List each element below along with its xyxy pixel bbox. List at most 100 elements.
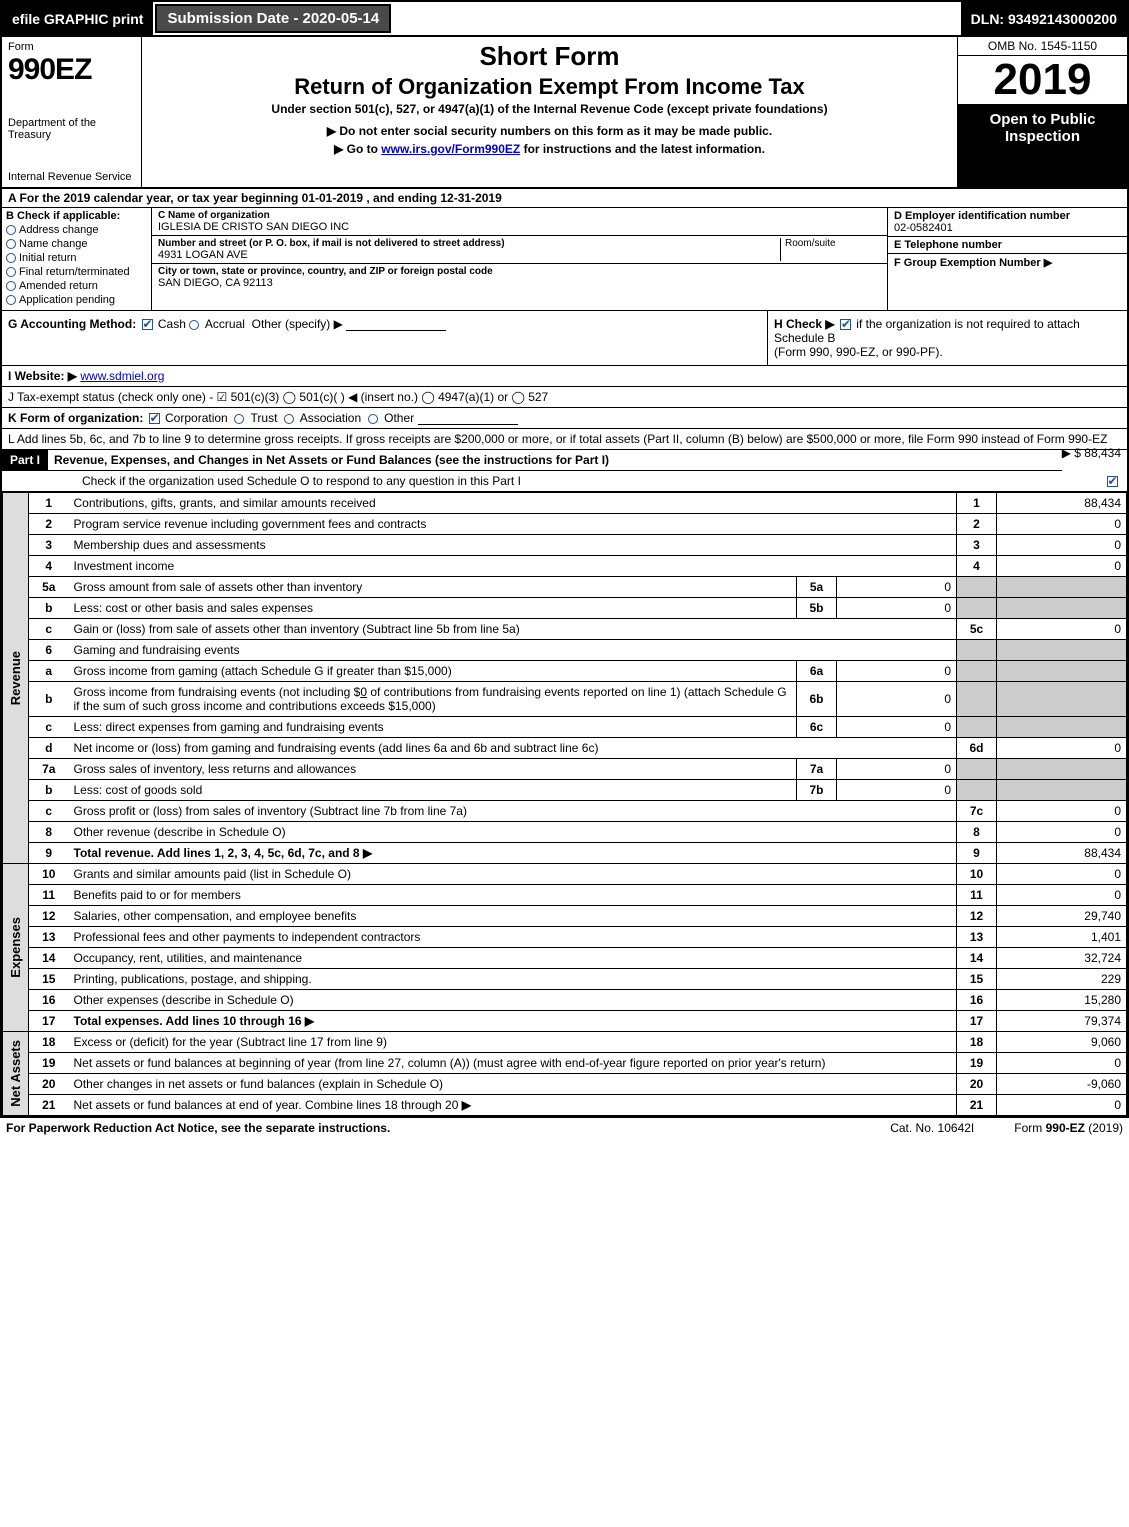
l14-col: 14 — [957, 948, 997, 969]
room-suite-lbl: Room/suite — [781, 238, 881, 261]
city-row: City or town, state or province, country… — [152, 264, 887, 291]
chk-application-pending[interactable]: Application pending — [6, 294, 147, 306]
l9-col: 9 — [957, 843, 997, 864]
l-text: L Add lines 5b, 6c, and 7b to line 9 to … — [8, 432, 1107, 446]
l7c-col: 7c — [957, 801, 997, 822]
part1-header-row: Part I Revenue, Expenses, and Changes in… — [2, 450, 1062, 471]
l5b-sv: 0 — [837, 598, 957, 619]
k-corp: Corporation — [165, 411, 228, 425]
entity-block: B Check if applicable: Address change Na… — [2, 208, 1127, 311]
chk-corp[interactable] — [149, 413, 160, 424]
chk-cash[interactable] — [142, 319, 153, 330]
l6a-desc: Gross income from gaming (attach Schedul… — [74, 664, 452, 678]
l5b-grey — [957, 598, 997, 619]
footer-center: Cat. No. 10642I — [850, 1121, 1014, 1135]
website-link[interactable]: www.sdmiel.org — [80, 369, 164, 383]
g-cash: Cash — [158, 317, 186, 331]
form-page: efile GRAPHIC print Submission Date - 20… — [0, 0, 1129, 1118]
l5b-num: b — [29, 598, 69, 619]
l15-col: 15 — [957, 969, 997, 990]
l6a-sn: 6a — [797, 661, 837, 682]
l7a-desc: Gross sales of inventory, less returns a… — [74, 762, 357, 776]
l12-val: 29,740 — [997, 906, 1127, 927]
part1-table: Revenue 1 Contributions, gifts, grants, … — [2, 492, 1127, 1116]
l21-val: 0 — [997, 1095, 1127, 1116]
l7b-grey — [957, 780, 997, 801]
chk-address-change[interactable]: Address change — [6, 224, 147, 236]
submission-date: Submission Date - 2020-05-14 — [155, 4, 391, 33]
chk-part1-scho[interactable] — [1107, 476, 1118, 487]
l5c-col: 5c — [957, 619, 997, 640]
l7a-num: 7a — [29, 759, 69, 780]
l9-num: 9 — [29, 843, 69, 864]
chk-other-org[interactable] — [368, 414, 378, 424]
l6b-d1b: 0 — [360, 685, 367, 699]
l8-num: 8 — [29, 822, 69, 843]
l13-num: 13 — [29, 927, 69, 948]
l17-desc: Total expenses. Add lines 10 through 16 — [74, 1014, 302, 1028]
l10-num: 10 — [29, 864, 69, 885]
chk-initial-return[interactable]: Initial return — [6, 252, 147, 264]
l7b-sv: 0 — [837, 780, 957, 801]
l16-col: 16 — [957, 990, 997, 1011]
l5c-val: 0 — [997, 619, 1127, 640]
l16-num: 16 — [29, 990, 69, 1011]
l6b-d1: Gross income from fundraising events (no… — [74, 685, 361, 699]
l1-num: 1 — [29, 493, 69, 514]
l20-desc: Other changes in net assets or fund bala… — [74, 1077, 444, 1091]
k-other-line — [418, 411, 518, 425]
row-i: I Website: ▶ www.sdmiel.org — [2, 366, 1127, 387]
city-value: SAN DIEGO, CA 92113 — [158, 277, 881, 289]
l2-val: 0 — [997, 514, 1127, 535]
l14-val: 32,724 — [997, 948, 1127, 969]
l10-desc: Grants and similar amounts paid (list in… — [74, 867, 351, 881]
page-footer: For Paperwork Reduction Act Notice, see … — [0, 1118, 1129, 1138]
section-b: B Check if applicable: Address change Na… — [2, 208, 152, 310]
k-other: Other — [384, 411, 414, 425]
l6d-num: d — [29, 738, 69, 759]
l6b-num: b — [29, 682, 69, 717]
chk-amended-return[interactable]: Amended return — [6, 280, 147, 292]
l6b-grey — [957, 682, 997, 717]
city-lbl: City or town, state or province, country… — [158, 266, 881, 277]
irs-link[interactable]: www.irs.gov/Form990EZ — [381, 142, 520, 156]
row-k: K Form of organization: Corporation Trus… — [2, 408, 1127, 429]
form-title: Return of Organization Exempt From Incom… — [148, 74, 951, 100]
l4-val: 0 — [997, 556, 1127, 577]
l2-num: 2 — [29, 514, 69, 535]
ein-value: 02-0582401 — [894, 222, 953, 234]
chk-trust[interactable] — [234, 414, 244, 424]
l14-desc: Occupancy, rent, utilities, and maintena… — [74, 951, 303, 965]
chk-accrual[interactable] — [189, 320, 199, 330]
l10-col: 10 — [957, 864, 997, 885]
l9-desc: Total revenue. Add lines 1, 2, 3, 4, 5c,… — [74, 846, 360, 860]
l16-val: 15,280 — [997, 990, 1127, 1011]
l16-desc: Other expenses (describe in Schedule O) — [74, 993, 294, 1007]
chk-h[interactable] — [840, 319, 851, 330]
header-right: OMB No. 1545-1150 2019 Open to Public In… — [957, 37, 1127, 187]
l18-val: 9,060 — [997, 1032, 1127, 1053]
l6b-sn: 6b — [797, 682, 837, 717]
header-center: Short Form Return of Organization Exempt… — [142, 37, 957, 187]
l5a-grey — [957, 577, 997, 598]
e-phone-row: E Telephone number — [888, 237, 1127, 254]
l19-desc: Net assets or fund balances at beginning… — [74, 1056, 826, 1070]
l5b-sn: 5b — [797, 598, 837, 619]
part1-title: Revenue, Expenses, and Changes in Net As… — [54, 453, 609, 467]
l4-col: 4 — [957, 556, 997, 577]
chk-assoc[interactable] — [284, 414, 294, 424]
l1-col: 1 — [957, 493, 997, 514]
g-other-line — [346, 317, 446, 331]
dept-treasury: Department of the Treasury — [8, 117, 135, 141]
row-a-taxyear: A For the 2019 calendar year, or tax yea… — [2, 189, 1127, 208]
org-name: IGLESIA DE CRISTO SAN DIEGO INC — [158, 221, 881, 233]
form-number: 990EZ — [8, 53, 135, 87]
instructions-note: ▶ Go to www.irs.gov/Form990EZ for instru… — [148, 142, 951, 156]
chk-name-change[interactable]: Name change — [6, 238, 147, 250]
l7a-sn: 7a — [797, 759, 837, 780]
l6c-sv: 0 — [837, 717, 957, 738]
h-text3: (Form 990, 990-EZ, or 990-PF). — [774, 345, 943, 359]
e-lbl: E Telephone number — [894, 239, 1002, 251]
l5a-num: 5a — [29, 577, 69, 598]
chk-final-return[interactable]: Final return/terminated — [6, 266, 147, 278]
